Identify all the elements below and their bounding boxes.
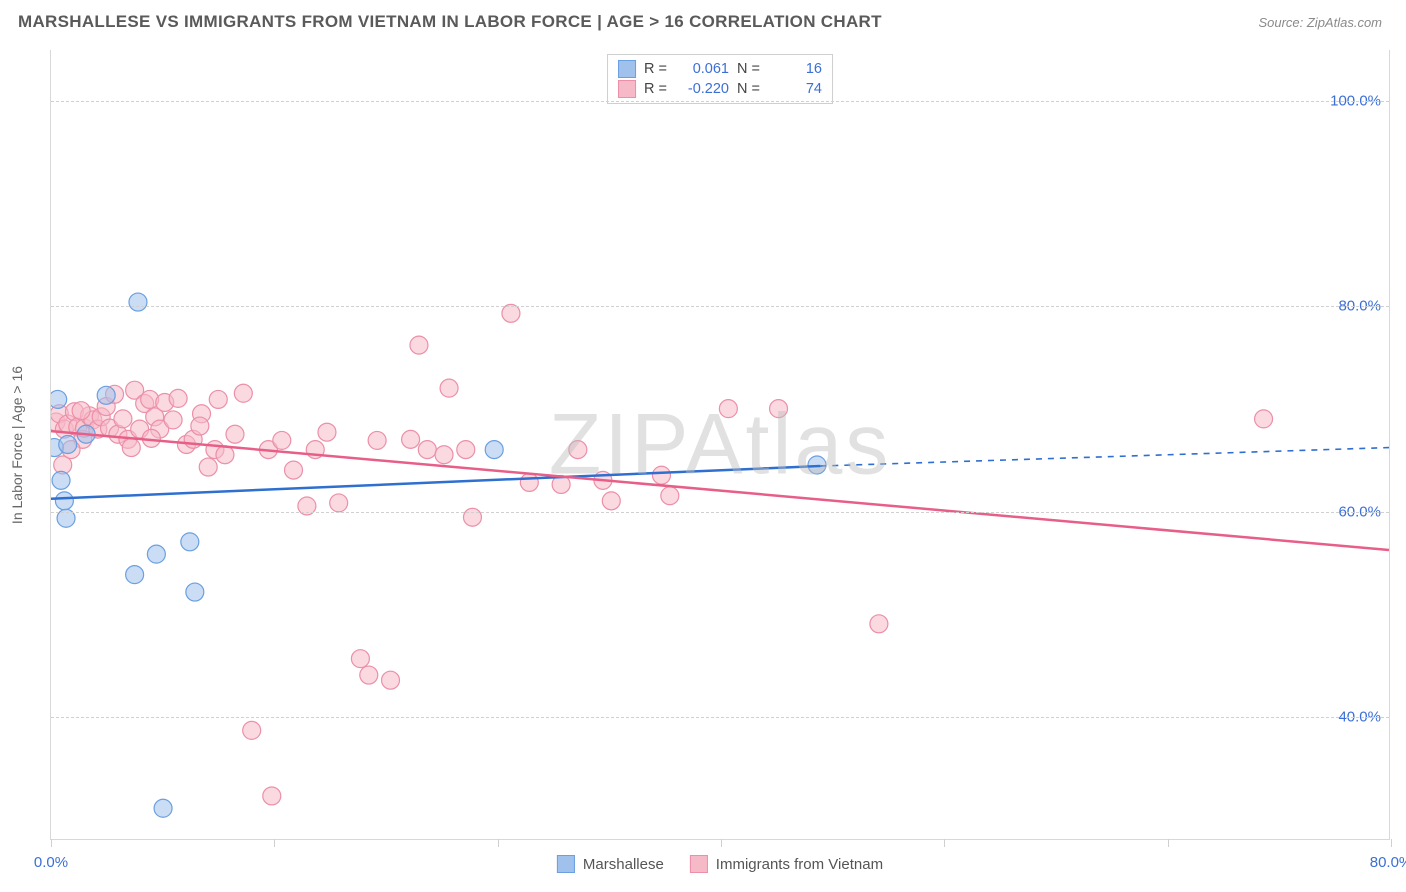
correlation-legend: R = 0.061 N = 16 R = -0.220 N = 74 <box>607 54 833 104</box>
n-value-a: 16 <box>768 61 822 77</box>
n-label-b: N = <box>737 81 760 97</box>
legend-label-b: Immigrants from Vietnam <box>716 856 883 873</box>
chart-area: ZIPAtlas In Labor Force | Age > 16 40.0%… <box>50 50 1390 840</box>
page-title: MARSHALLESE VS IMMIGRANTS FROM VIETNAM I… <box>18 12 882 32</box>
swatch-marshallese <box>618 60 636 78</box>
swatch-vietnam <box>618 80 636 98</box>
r-value-b: -0.220 <box>675 81 729 97</box>
r-label-a: R = <box>644 61 667 77</box>
x-tick-label: 80.0% <box>1370 854 1406 871</box>
x-tick-label: 0.0% <box>34 854 68 871</box>
legend-label-a: Marshallese <box>583 856 664 873</box>
swatch-vietnam <box>690 855 708 873</box>
n-label-a: N = <box>737 61 760 77</box>
scatter-plot <box>51 50 1389 839</box>
y-axis-label: In Labor Force | Age > 16 <box>9 365 25 523</box>
swatch-marshallese <box>557 855 575 873</box>
r-value-a: 0.061 <box>675 61 729 77</box>
r-label-b: R = <box>644 81 667 97</box>
source-credit: Source: ZipAtlas.com <box>1258 15 1382 30</box>
series-legend: Marshallese Immigrants from Vietnam <box>557 855 883 873</box>
n-value-b: 74 <box>768 81 822 97</box>
